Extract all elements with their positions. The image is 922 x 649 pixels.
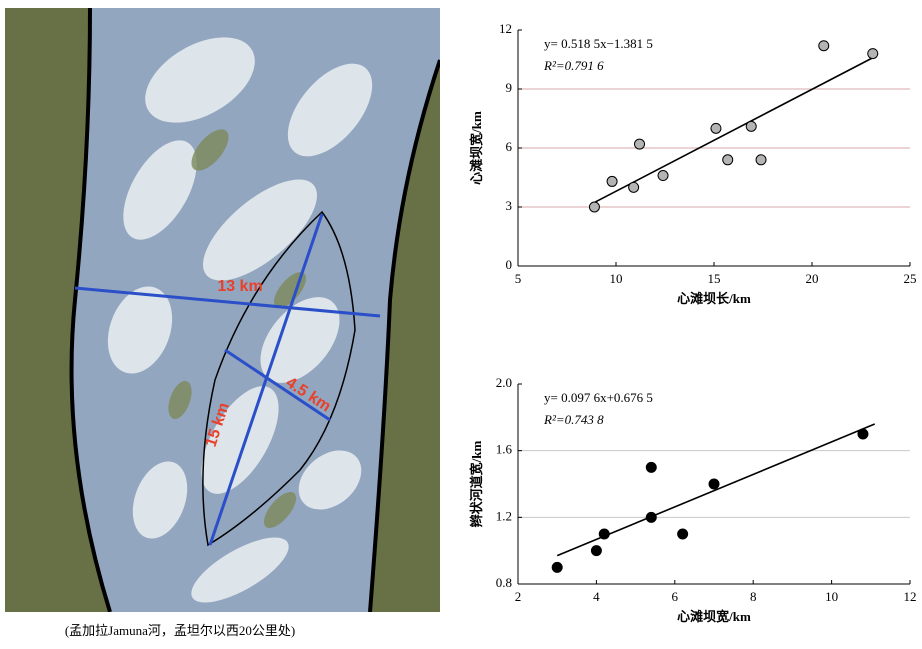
equation: R²=0.791 6 [543,58,604,73]
image-label: 13 km [217,278,262,295]
x-tick-label: 2 [515,589,522,604]
point [819,41,829,51]
fit-line [594,58,872,203]
x-tick-label: 5 [515,271,522,286]
y-tick-label: 0 [506,257,513,272]
equation: R²=0.743 8 [543,412,604,427]
x-tick-label: 10 [825,589,838,604]
satellite-image [5,8,440,615]
point [868,49,878,59]
y-tick-label: 2.0 [496,375,512,390]
x-tick-label: 12 [904,589,917,604]
y-tick-label: 6 [506,139,513,154]
x-tick-label: 20 [806,271,819,286]
x-tick-label: 15 [708,271,721,286]
caption: (孟加拉Jamuna河，孟坦尔以西20公里处) [65,623,295,638]
x-tick-label: 10 [610,271,623,286]
equation: y= 0.518 5x−1.381 5 [544,36,653,51]
point [646,512,656,522]
y-axis-title: 心滩坝宽/km [469,111,484,185]
point [589,202,599,212]
x-tick-label: 6 [672,589,679,604]
point [756,155,766,165]
figure: 13 km 4.5 km 15 km (孟加拉Jamuna河，孟坦尔以西20公里… [0,0,922,644]
y-tick-label: 0.8 [496,575,512,590]
y-tick-label: 9 [506,80,513,95]
y-tick-label: 1.2 [496,508,512,523]
x-tick-label: 8 [750,589,757,604]
x-axis-title: 心滩坝长/km [677,291,751,306]
point [678,529,688,539]
point [552,562,562,572]
point [629,182,639,192]
x-tick-label: 4 [593,589,600,604]
y-axis-title: 辫状河道宽/km [469,440,484,527]
point [599,529,609,539]
point [709,479,719,489]
point [746,121,756,131]
point [723,155,733,165]
point [635,139,645,149]
point [591,546,601,556]
point [658,171,668,181]
equation: y= 0.097 6x+0.676 5 [544,390,653,405]
y-tick-label: 1.6 [496,442,513,457]
point [711,123,721,133]
x-tick-label: 25 [904,271,917,286]
point [607,176,617,186]
y-tick-label: 3 [506,198,513,213]
y-tick-label: 12 [499,21,512,36]
point [646,462,656,472]
x-axis-title: 心滩坝宽/km [677,609,751,624]
point [858,429,868,439]
